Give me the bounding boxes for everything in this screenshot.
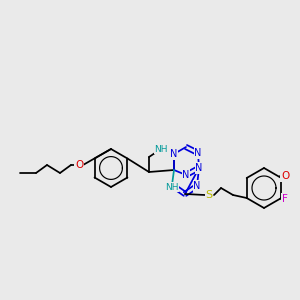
- Text: NH: NH: [154, 145, 168, 154]
- Text: S: S: [206, 190, 213, 200]
- Text: F: F: [282, 194, 288, 204]
- Text: O: O: [281, 171, 289, 181]
- Text: N: N: [182, 170, 190, 180]
- Text: N: N: [194, 148, 202, 158]
- Text: N: N: [195, 163, 203, 173]
- Text: O: O: [75, 160, 83, 170]
- Text: NH: NH: [165, 182, 179, 191]
- Text: N: N: [193, 181, 201, 191]
- Text: N: N: [170, 149, 178, 159]
